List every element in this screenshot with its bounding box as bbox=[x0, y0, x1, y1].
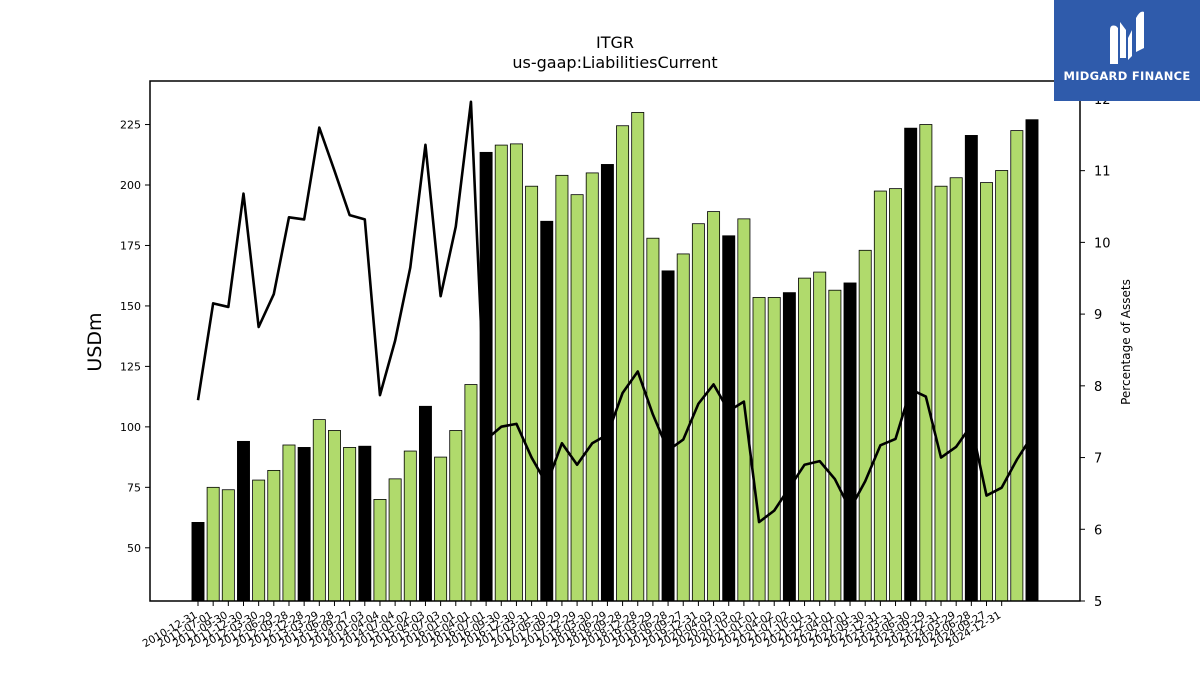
bar bbox=[858, 249, 872, 602]
logo-text: MIDGARD FINANCE bbox=[1063, 69, 1191, 83]
y-tick-label: 200 bbox=[120, 179, 141, 192]
bar bbox=[221, 489, 235, 602]
bar bbox=[616, 125, 630, 602]
logo: MIDGARD FINANCE bbox=[1054, 0, 1200, 101]
bar bbox=[343, 447, 357, 602]
bar bbox=[449, 430, 463, 602]
bar bbox=[949, 177, 963, 602]
bar bbox=[237, 440, 250, 602]
line-group bbox=[196, 100, 1034, 524]
y2-tick-label: 10 bbox=[1094, 236, 1111, 251]
chart-subtitle: us-gaap:LiabilitiesCurrent bbox=[512, 53, 717, 72]
y-tick-label: 100 bbox=[120, 421, 141, 434]
bar bbox=[525, 185, 539, 602]
plot-frame bbox=[149, 80, 1081, 602]
bar bbox=[358, 445, 372, 602]
y2-tick-label: 6 bbox=[1094, 523, 1102, 538]
bar bbox=[479, 151, 493, 602]
bar bbox=[904, 127, 918, 602]
bar bbox=[782, 292, 796, 602]
y-tick-label: 225 bbox=[120, 119, 141, 132]
bar bbox=[464, 384, 478, 602]
y-tick-label: 50 bbox=[127, 542, 141, 555]
y2-tick-label: 11 bbox=[1094, 165, 1111, 180]
bar bbox=[418, 405, 432, 602]
bar bbox=[585, 172, 599, 602]
bar bbox=[434, 456, 448, 602]
bar bbox=[964, 135, 978, 602]
bar bbox=[494, 144, 508, 602]
bar bbox=[646, 237, 660, 602]
bar bbox=[889, 188, 902, 602]
bar bbox=[388, 478, 402, 602]
bar bbox=[373, 499, 387, 602]
bar bbox=[509, 143, 523, 602]
y2-tick-label: 8 bbox=[1094, 380, 1102, 395]
bar bbox=[540, 220, 554, 602]
bar bbox=[328, 430, 341, 602]
axes-group: 5075100125150175200225567891011122010-12… bbox=[120, 93, 1111, 650]
bar bbox=[312, 419, 326, 602]
bars-group bbox=[191, 112, 1039, 602]
bar bbox=[191, 522, 205, 602]
y-tick-label: 75 bbox=[127, 481, 141, 494]
y-tick-label: 125 bbox=[120, 360, 141, 373]
series-line bbox=[196, 100, 1034, 524]
bar bbox=[919, 124, 933, 602]
bar bbox=[1010, 130, 1024, 602]
y2-axis-label: Percentage of Assets bbox=[1119, 279, 1133, 405]
bar bbox=[798, 277, 812, 602]
bar bbox=[267, 469, 281, 602]
chart-title: ITGR bbox=[596, 33, 634, 52]
bar bbox=[752, 297, 766, 602]
logo-mark-icon bbox=[1110, 11, 1144, 64]
bar bbox=[1025, 119, 1039, 602]
bar bbox=[600, 164, 614, 602]
bar bbox=[206, 486, 220, 602]
bar bbox=[995, 170, 1009, 602]
bar bbox=[722, 235, 736, 602]
bar bbox=[813, 271, 827, 602]
bar bbox=[297, 447, 311, 602]
bar bbox=[707, 211, 721, 602]
y-axis-label: USDm bbox=[84, 312, 106, 371]
bar bbox=[843, 282, 857, 602]
bar bbox=[934, 185, 948, 602]
bar bbox=[661, 270, 675, 602]
y-tick-label: 150 bbox=[120, 300, 141, 313]
y-tick-label: 175 bbox=[120, 239, 141, 252]
bar bbox=[980, 182, 993, 602]
bar bbox=[873, 190, 887, 602]
y2-tick-label: 7 bbox=[1094, 452, 1102, 467]
bar bbox=[282, 444, 296, 602]
bar bbox=[403, 450, 417, 602]
bar bbox=[631, 112, 645, 602]
y2-tick-label: 9 bbox=[1094, 308, 1102, 323]
bar bbox=[252, 479, 266, 602]
bar bbox=[555, 174, 569, 602]
bar bbox=[828, 289, 842, 602]
bar bbox=[570, 194, 584, 602]
y2-tick-label: 5 bbox=[1094, 595, 1102, 610]
bar bbox=[767, 297, 781, 602]
